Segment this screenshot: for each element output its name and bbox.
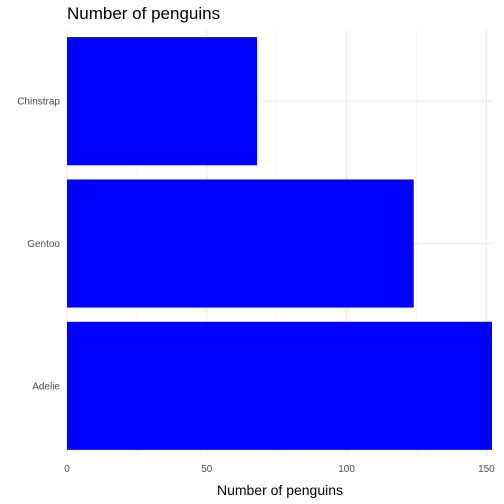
x-axis-label: Number of penguins — [217, 482, 343, 498]
chart-title: Number of penguins — [67, 4, 220, 23]
y-tick-label: Gentoo — [27, 239, 60, 250]
x-tick-labels: 0 50 100 150 — [64, 464, 495, 475]
bars-layer — [67, 37, 492, 450]
x-tick-label: 100 — [338, 464, 355, 475]
x-tick-label: 0 — [64, 464, 70, 475]
bar-gentoo — [67, 179, 414, 308]
x-tick-label: 150 — [478, 464, 495, 475]
bar-adelie — [67, 321, 492, 450]
x-tick-label: 50 — [201, 464, 213, 475]
y-tick-labels: Adelie Gentoo Chinstrap — [17, 97, 60, 393]
bar-chinstrap — [67, 37, 258, 166]
y-tick-label: Adelie — [32, 381, 60, 392]
y-tick-label: Chinstrap — [17, 97, 60, 108]
